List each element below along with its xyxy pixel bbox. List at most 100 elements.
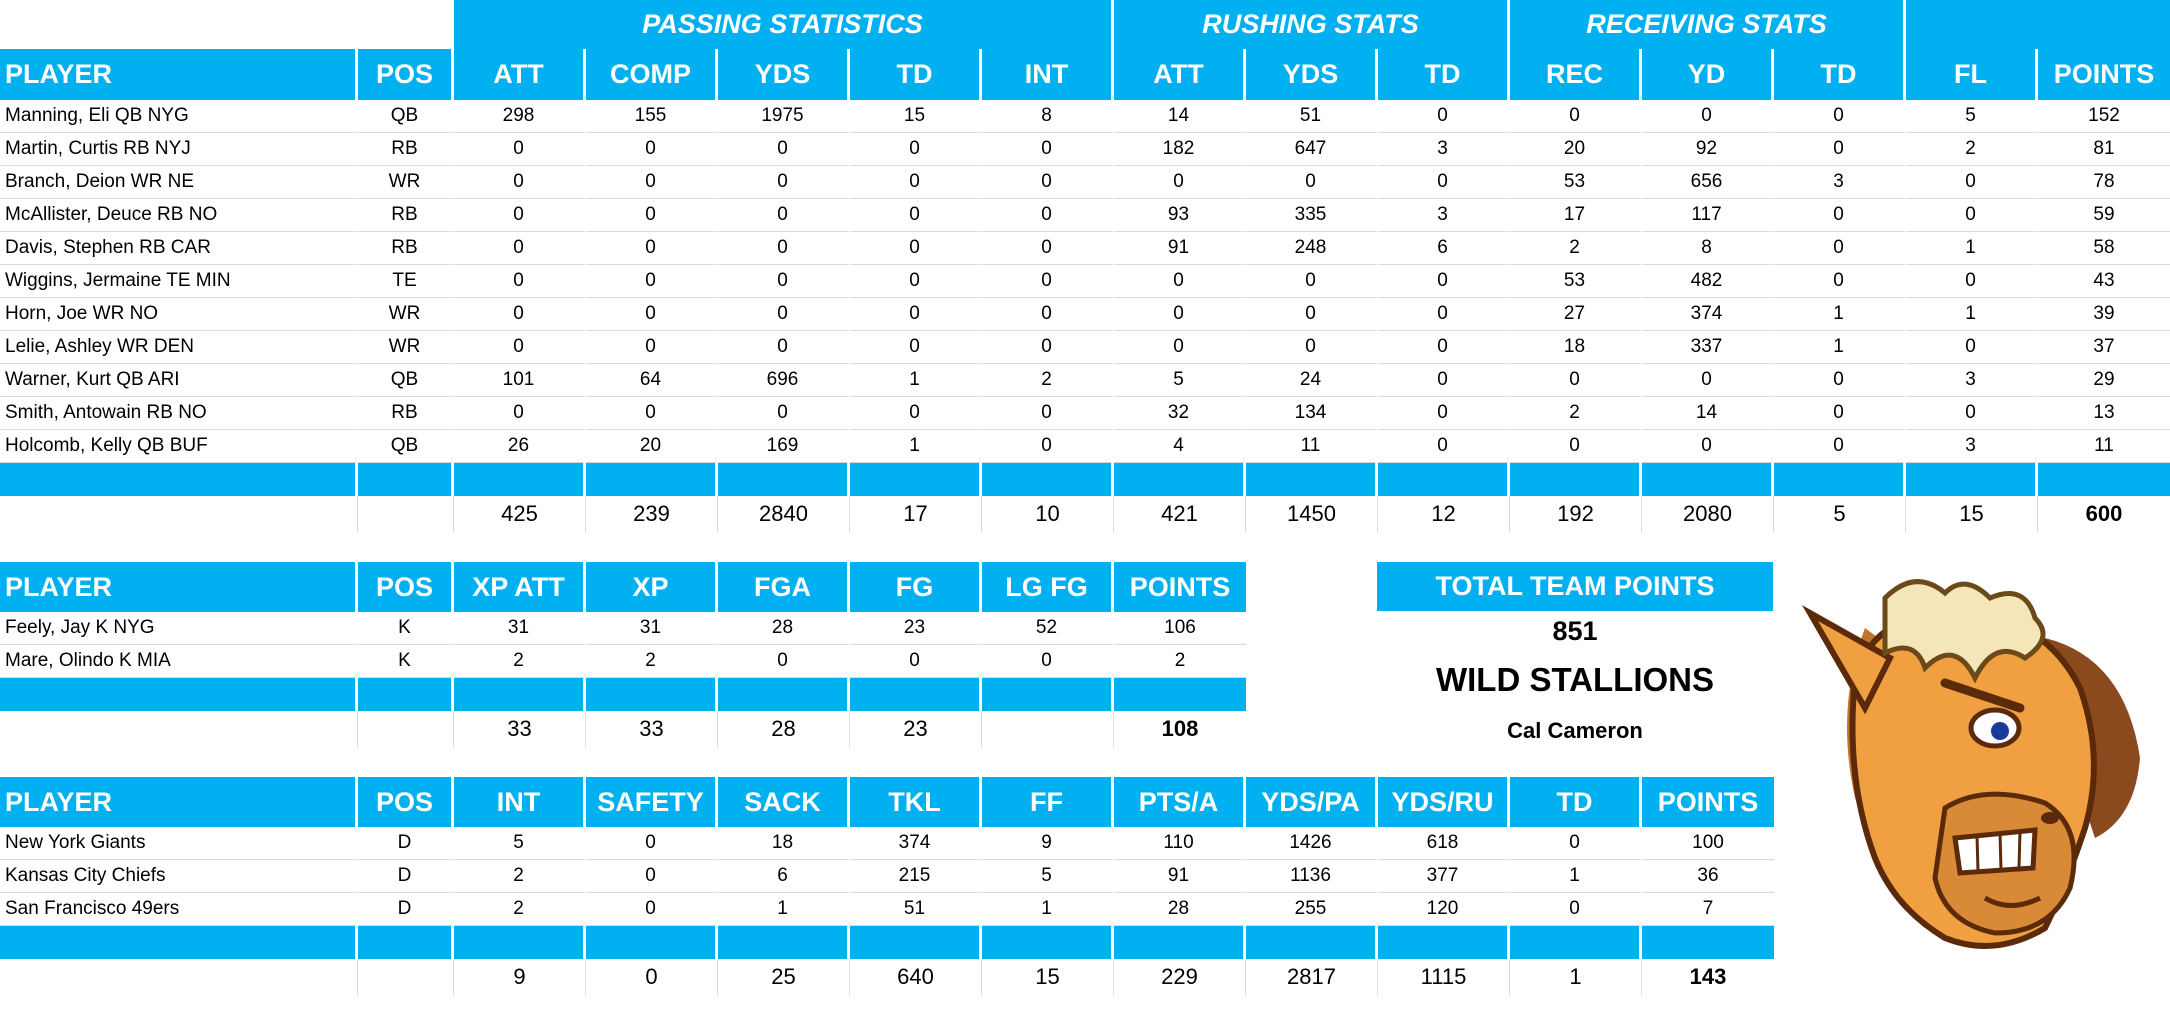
- stat-cell: 2: [454, 860, 586, 893]
- group-header-passing: PASSING STATISTICS: [454, 0, 1114, 49]
- stat-cell: 1136: [1246, 860, 1378, 893]
- stat-cell: 14: [1114, 100, 1246, 133]
- stat-cell: 0: [850, 298, 982, 331]
- stat-cell: QB: [358, 100, 454, 133]
- stat-cell: 618: [1378, 827, 1510, 860]
- table-row: San Francisco 49ers D 2 0 1 51 1 28 255 120 0 7: [0, 893, 1774, 926]
- stat-cell: 53: [1510, 166, 1642, 199]
- stat-cell: 58: [2038, 232, 2170, 265]
- team-owner: Cal Cameron: [1507, 718, 1643, 743]
- stat-cell: 1975: [718, 100, 850, 133]
- total-cell: 17: [850, 496, 982, 532]
- stat-cell: 5: [982, 860, 1114, 893]
- player-name-cell: Smith, Antowain RB NO: [0, 397, 358, 430]
- total-cell: [358, 496, 454, 532]
- player-name-cell: Branch, Deion WR NE: [0, 166, 358, 199]
- separator-cell: [0, 678, 358, 711]
- total-points-cell: 108: [1161, 716, 1199, 741]
- stat-cell: 1: [850, 364, 982, 397]
- stat-cell: 0: [586, 199, 718, 232]
- stat-cell: 0: [718, 199, 850, 232]
- stat-cell: 0: [850, 645, 982, 678]
- stat-cell: 0: [982, 166, 1114, 199]
- header-sack: SACK: [718, 777, 850, 827]
- stat-cell: 0: [1774, 265, 1906, 298]
- stat-cell: 101: [454, 364, 586, 397]
- table-row: Holcomb, Kelly QB BUF QB 26 20 169 1 0 4 11 0 0 0 0 3…: [0, 430, 2170, 463]
- stat-cell: 0: [586, 232, 718, 265]
- kicking-body: Feely, Jay K NYG K 31 31 28 23 52 106 Mare, Olin…: [0, 612, 1246, 678]
- stat-cell: 0: [1378, 331, 1510, 364]
- stat-cell: 2: [1114, 645, 1246, 678]
- stat-cell: 8: [1642, 232, 1774, 265]
- stat-cell: 1: [1774, 298, 1906, 331]
- stallion-mascot-icon: [1795, 568, 2155, 953]
- player-name-cell: McAllister, Deuce RB NO: [0, 199, 358, 232]
- stat-cell: 0: [718, 397, 850, 430]
- player-name-cell: Martin, Curtis RB NYJ: [0, 133, 358, 166]
- stat-cell: 20: [586, 430, 718, 463]
- stat-cell: 0: [586, 827, 718, 860]
- stat-cell: 152: [2038, 100, 2170, 133]
- total-cell: 15: [982, 959, 1114, 995]
- stat-cell: 0: [1510, 893, 1642, 926]
- header-xp-att: XP ATT: [454, 562, 586, 612]
- stat-cell: 93: [1114, 199, 1246, 232]
- stat-cell: 5: [454, 827, 586, 860]
- table-row: Wiggins, Jermaine TE MIN TE 0 0 0 0 0 0 0 0 53 482 0…: [0, 265, 2170, 298]
- stat-cell: 91: [1114, 232, 1246, 265]
- header-ff: FF: [982, 777, 1114, 827]
- stat-cell: 0: [586, 331, 718, 364]
- stat-cell: 647: [1246, 133, 1378, 166]
- stat-cell: 0: [718, 133, 850, 166]
- total-cell: 421: [1114, 496, 1246, 532]
- stat-cell: 8: [982, 100, 1114, 133]
- team-points-header: TOTAL TEAM POINTS: [1377, 562, 1773, 611]
- stat-cell: 2: [1906, 133, 2038, 166]
- separator-cell: [1510, 463, 1642, 496]
- stat-cell: 18: [718, 827, 850, 860]
- stat-cell: 11: [2038, 430, 2170, 463]
- stat-cell: 0: [850, 331, 982, 364]
- separator-cell: [982, 463, 1114, 496]
- stat-cell: 0: [982, 645, 1114, 678]
- stat-cell: 1: [1774, 331, 1906, 364]
- stat-cell: 2: [1510, 232, 1642, 265]
- stat-cell: 656: [1642, 166, 1774, 199]
- stat-cell: 20: [1510, 133, 1642, 166]
- stat-cell: 117: [1642, 199, 1774, 232]
- stat-cell: 51: [850, 893, 982, 926]
- separator-cell: [1114, 926, 1246, 959]
- stat-cell: 1: [718, 893, 850, 926]
- stat-cell: 0: [982, 265, 1114, 298]
- header-fg: FG: [850, 562, 982, 612]
- header-td: TD: [1510, 777, 1642, 827]
- stat-cell: 0: [454, 397, 586, 430]
- header-int: INT: [982, 49, 1114, 100]
- stat-cell: K: [358, 645, 454, 678]
- stat-cell: 0: [1906, 265, 2038, 298]
- separator-cell: [454, 678, 586, 711]
- stat-cell: 134: [1246, 397, 1378, 430]
- stat-cell: 1: [1906, 298, 2038, 331]
- separator-cell: [718, 463, 850, 496]
- table-row: New York Giants D 5 0 18 374 9 110 1426 618 0 100: [0, 827, 1774, 860]
- stat-cell: 374: [850, 827, 982, 860]
- stat-cell: 51: [1246, 100, 1378, 133]
- stat-cell: 0: [850, 166, 982, 199]
- stat-cell: 1: [1510, 860, 1642, 893]
- table-row: Manning, Eli QB NYG QB 298 155 1975 15 8 14 51 0 0…: [0, 100, 2170, 133]
- stat-cell: 0: [982, 298, 1114, 331]
- total-cell: [0, 711, 358, 747]
- stat-cell: 0: [1510, 827, 1642, 860]
- team-summary: TOTAL TEAM POINTS 851 WILD STALLIONS Cal…: [1377, 562, 1773, 753]
- total-cell: 640: [850, 959, 982, 995]
- stat-cell: 28: [1114, 893, 1246, 926]
- table-row: Smith, Antowain RB NO RB 0 0 0 0 0 32 134 0 2 14 0 0 1…: [0, 397, 2170, 430]
- stat-cell: 0: [850, 265, 982, 298]
- stat-cell: 0: [1774, 100, 1906, 133]
- header-td: TD: [850, 49, 982, 100]
- stat-cell: 0: [850, 397, 982, 430]
- total-cell: 2840: [718, 496, 850, 532]
- stat-cell: 0: [1378, 364, 1510, 397]
